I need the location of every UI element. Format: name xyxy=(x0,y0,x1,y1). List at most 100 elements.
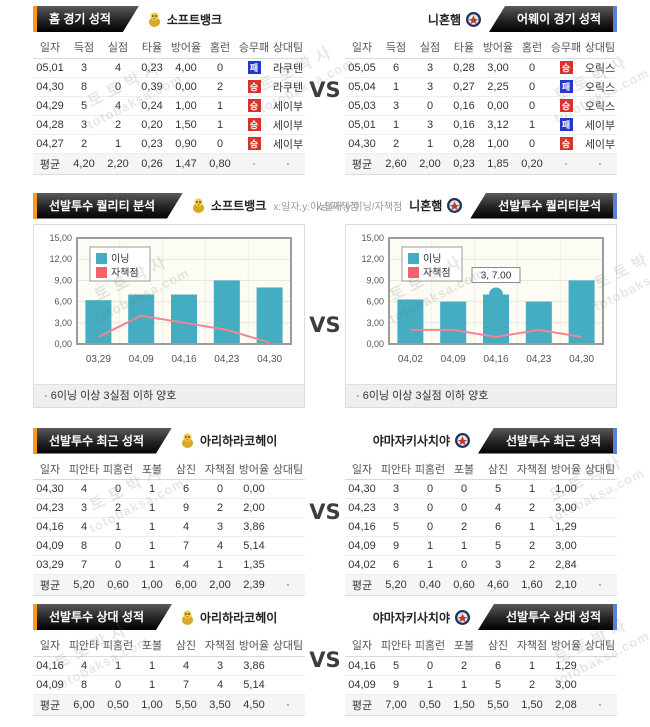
table-cell: 6 xyxy=(481,517,515,537)
table-cell: 7 xyxy=(169,536,203,556)
column-header: 방어율 xyxy=(237,458,271,480)
table-cell: · xyxy=(583,693,617,716)
table-cell: 1 xyxy=(203,115,237,135)
innings-bar[interactable] xyxy=(171,294,197,344)
table-cell: 04,29 xyxy=(33,96,67,116)
innings-bar[interactable] xyxy=(440,301,467,344)
column-header: 상대팀 xyxy=(583,458,617,480)
table-cell: 5,50 xyxy=(481,693,515,716)
table-cell: 3,00 xyxy=(549,536,583,556)
column-header: 자책점 xyxy=(515,458,549,480)
loss-badge: 패 xyxy=(247,61,261,74)
innings-bar[interactable] xyxy=(213,279,240,344)
table-cell: 1 xyxy=(101,517,135,537)
x-tick-label: 04,30 xyxy=(569,354,594,365)
column-header: 일자 xyxy=(345,37,379,59)
table-cell: 3,86 xyxy=(237,517,271,537)
table-cell: 04,16 xyxy=(345,656,379,676)
table-cell: 패 xyxy=(237,58,271,78)
table-cell: 3 xyxy=(481,555,515,575)
table-cell: 0 xyxy=(101,675,135,695)
innings-bar[interactable] xyxy=(256,286,283,344)
table-cell: 0 xyxy=(101,479,135,499)
table-cell: 3 xyxy=(379,498,413,518)
team-name: 니혼햄 xyxy=(427,12,462,27)
table-cell: 0,23 xyxy=(135,58,169,78)
chart-note: · 6이닝 이상 3실점 이하 양호 xyxy=(34,383,304,407)
table-cell: 5 xyxy=(379,517,413,537)
table-cell: 0,28 xyxy=(447,58,481,78)
table-cell: 1,00 xyxy=(481,134,515,154)
x-tick-label: 04,02 xyxy=(398,354,423,365)
table-cell: 4 xyxy=(481,498,515,518)
innings-bar[interactable] xyxy=(525,301,552,344)
y-tick-label: 12,00 xyxy=(49,254,72,264)
legend-label: 자책점 xyxy=(111,267,139,279)
pitcher-name: 야마자키사치야 xyxy=(372,434,450,448)
recent-record-table-left: 일자 피안타 피홈런 포볼 삼진 자책점 방어율 상대팀 04,30 4 0 1 6 0 0,00 04,23… xyxy=(33,458,305,596)
table-cell: 1 xyxy=(413,675,447,695)
table-cell: 1 xyxy=(203,555,237,575)
table-cell: 2 xyxy=(101,115,135,135)
table-cell: 1,60 xyxy=(515,574,549,596)
table-row: 05,01 3 4 0,23 4,00 0 패 라쿠텐 xyxy=(33,58,305,78)
win-badge: 승 xyxy=(559,99,573,112)
table-row: 04,30 3 0 0 5 1 1,00 xyxy=(345,479,617,499)
win-badge: 승 xyxy=(247,137,261,150)
table-cell: 04,02 xyxy=(345,555,379,575)
table-cell: 2 xyxy=(101,498,135,518)
table-cell: 1 xyxy=(203,96,237,116)
table-cell: 패 xyxy=(549,77,583,97)
table-cell: 오릭스 xyxy=(583,96,617,116)
column-header: 상대팀 xyxy=(271,37,305,59)
table-cell: 세이부 xyxy=(271,115,305,135)
table-cell: 0 xyxy=(515,77,549,97)
panel-title: 선발투수 최근 성적 xyxy=(37,428,172,454)
table-cell: 3 xyxy=(413,58,447,78)
column-header: 포볼 xyxy=(135,458,169,480)
column-header: 피안타 xyxy=(67,458,101,480)
innings-bar[interactable] xyxy=(85,299,112,344)
table-cell: 1 xyxy=(515,115,549,135)
column-header: 상대팀 xyxy=(271,458,305,480)
accent-bar-blue xyxy=(613,6,617,32)
table-cell: 4 xyxy=(169,517,203,537)
table-cell: 04,28 xyxy=(33,115,67,135)
earned-runs-line xyxy=(97,314,270,344)
accent-bar-orange xyxy=(33,427,37,454)
column-header: 실점 xyxy=(413,37,447,59)
column-header: 자책점 xyxy=(203,635,237,657)
table-cell: 04,27 xyxy=(33,134,67,154)
table-row: 04,02 6 1 0 3 2 2,84 xyxy=(345,555,617,575)
table-cell: 세이부 xyxy=(583,115,617,135)
table-cell: 0 xyxy=(203,479,237,499)
table-cell xyxy=(583,536,617,556)
table-cell: · xyxy=(271,574,305,596)
team-nipponham: 니혼햄 xyxy=(428,11,482,28)
loss-badge: 패 xyxy=(559,80,573,93)
column-header: 타율 xyxy=(135,37,169,59)
table-cell: 4 xyxy=(203,536,237,556)
table-cell: 2 xyxy=(203,498,237,518)
table-cell: 5 xyxy=(67,96,101,116)
table-cell: 5,20 xyxy=(67,574,101,596)
table-cell: 0,00 xyxy=(481,96,515,116)
x-tick-label: 04,09 xyxy=(129,354,154,365)
x-tick-label: 03,29 xyxy=(86,354,111,365)
table-cell: 3,86 xyxy=(237,656,271,676)
innings-bar[interactable] xyxy=(397,298,424,344)
table-cell: 3 xyxy=(67,115,101,135)
y-tick-label: 15,00 xyxy=(49,233,72,243)
table-cell xyxy=(583,656,617,676)
team-logo-softbank-icon xyxy=(182,433,193,448)
average-row: 평균 2,60 2,00 0,23 1,85 0,20 · · xyxy=(345,152,617,175)
table-cell: 0,16 xyxy=(447,115,481,135)
table-cell: 2 xyxy=(515,498,549,518)
table-cell: 1,29 xyxy=(549,656,583,676)
innings-bar[interactable] xyxy=(568,279,595,344)
table-cell: 0,90 xyxy=(169,134,203,154)
table-cell: 5,50 xyxy=(169,693,203,716)
table-cell: 3 xyxy=(413,115,447,135)
average-row: 평균 5,20 0,40 0,60 4,60 1,60 2,10 · xyxy=(345,574,617,596)
stats-page: 토토박사 totobaksa.com 토토박사 totobaksa.com 토토박사… xyxy=(0,6,650,727)
